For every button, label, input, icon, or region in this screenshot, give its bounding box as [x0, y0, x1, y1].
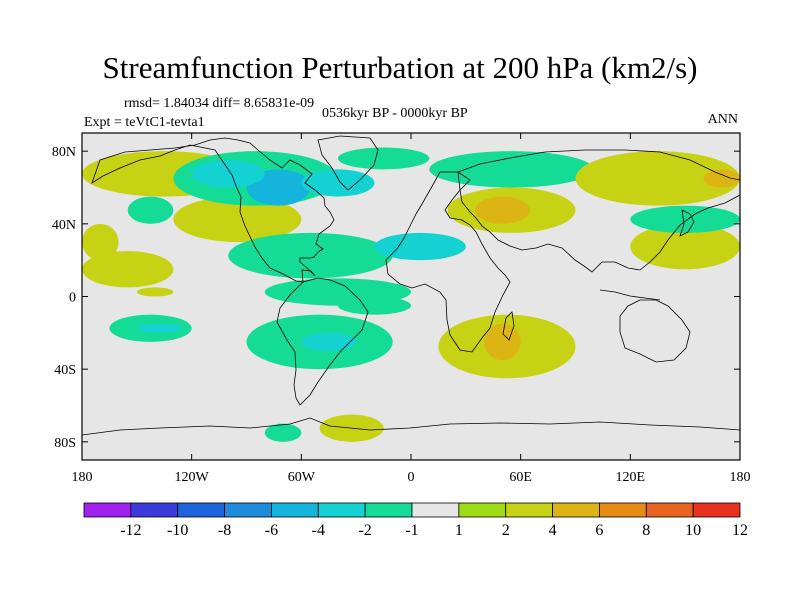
chart-title: Streamfunction Perturbation at 200 hPa (…: [102, 50, 698, 85]
x-tick-label-5: 120E: [616, 470, 646, 485]
x-tick-label-6: 180: [730, 470, 751, 485]
x-tick-label-4: 60E: [509, 470, 532, 485]
x-tick-label-1: 120W: [175, 470, 210, 485]
colorbar-swatch-6: [364, 502, 413, 518]
coast-antarctica: [82, 417, 740, 436]
anomaly-region-4: [82, 251, 174, 288]
anomaly-region-9: [337, 147, 430, 170]
anomaly-region-23: [429, 151, 594, 188]
colorbar-label-7: 1: [455, 522, 463, 539]
colorbar-label-9: 4: [549, 522, 557, 539]
colorbar-label-11: 8: [642, 522, 650, 539]
colorbar-swatch-11: [599, 502, 647, 518]
coast-south-america: [276, 277, 369, 406]
stats-label: rmsd= 1.84034 diff= 8.65831e-09: [124, 96, 315, 111]
y-tick-label-2: 0: [69, 291, 76, 306]
season-label: ANN: [707, 112, 738, 127]
coastlines: [82, 135, 740, 436]
anomaly-region-16: [136, 323, 183, 333]
anomaly-region-26: [575, 151, 740, 206]
coast-madagascar: [502, 311, 515, 341]
anomaly-region-29: [630, 205, 740, 233]
colorbar-swatch-0: [83, 502, 132, 518]
coast-europe-africa: [385, 171, 511, 353]
coast-north-america: [91, 137, 335, 283]
colorbar-label-3: -6: [265, 522, 278, 539]
colorbar-label-2: -8: [218, 522, 231, 539]
colorbar-swatch-9: [505, 502, 553, 518]
coast-indonesia: [599, 289, 661, 301]
colorbar-swatch-2: [177, 502, 225, 518]
y-tick-label-0: 80N: [52, 145, 76, 160]
colorbar-label-1: -10: [167, 522, 188, 539]
anomaly-region-3: [173, 196, 302, 243]
colorbar-label-0: -12: [120, 522, 141, 539]
anomaly-region-13: [337, 296, 412, 315]
colorbar-swatch-12: [645, 502, 694, 518]
colorbar-swatch-4: [271, 502, 319, 518]
anomaly-region-19: [264, 423, 302, 442]
colorbar-label-8: 2: [502, 522, 510, 539]
y-tick-label-1: 40N: [52, 218, 76, 233]
y-tick-label-3: 40S: [54, 363, 76, 378]
colorbar-label-10: 6: [595, 522, 603, 539]
coast-australia: [619, 299, 691, 363]
colorbar-label-6: -1: [405, 522, 418, 539]
colorbar-swatch-7: [411, 502, 460, 518]
colorbar-label-5: -2: [358, 522, 371, 539]
colorbar-swatch-13: [692, 502, 741, 518]
colorbar-label-4: -4: [312, 522, 325, 539]
coast-greenland: [317, 135, 379, 191]
anomaly-region-17: [136, 287, 174, 297]
x-tick-label-0: 180: [72, 470, 93, 485]
experiment-label: Expt = teVtC1-tevta1: [84, 115, 205, 130]
anomaly-region-2: [127, 196, 174, 224]
x-tick-label-2: 60W: [288, 470, 316, 485]
anomaly-region-18: [301, 332, 357, 351]
anomaly-region-1: [82, 223, 119, 261]
anomaly-region-8: [301, 169, 375, 197]
coast-asia: [457, 149, 740, 273]
coast-japan: [679, 209, 695, 237]
x-tick-label-3: 0: [408, 470, 415, 485]
anomaly-region-27: [703, 169, 740, 188]
colorbar-label-12: 10: [685, 522, 701, 539]
anomaly-region-11: [374, 232, 466, 261]
anomaly-region-25: [474, 196, 530, 224]
colorbar-swatch-5: [317, 502, 366, 518]
colorbar-swatch-1: [130, 502, 179, 518]
anomaly-region-28: [630, 223, 740, 270]
colorbar: -12 -10 -8 -6 -4 -2 -1 1 2 4 6 8 10 12: [83, 502, 748, 539]
colorbar-swatch-10: [552, 502, 600, 518]
axis-ticks: 180 120W 60W 0 60E 120E 180 80N 40N 0 40S 80S: [52, 133, 751, 485]
colorbar-swatch-8: [458, 502, 507, 518]
y-tick-label-4: 80S: [54, 436, 76, 451]
colorbar-swatch-3: [224, 502, 272, 518]
period-label: 0536kyr BP - 0000kyr BP: [322, 106, 468, 121]
colorbar-label-13: 12: [732, 522, 748, 539]
anomaly-region-7: [191, 160, 265, 188]
anomaly-region-22: [484, 323, 521, 361]
